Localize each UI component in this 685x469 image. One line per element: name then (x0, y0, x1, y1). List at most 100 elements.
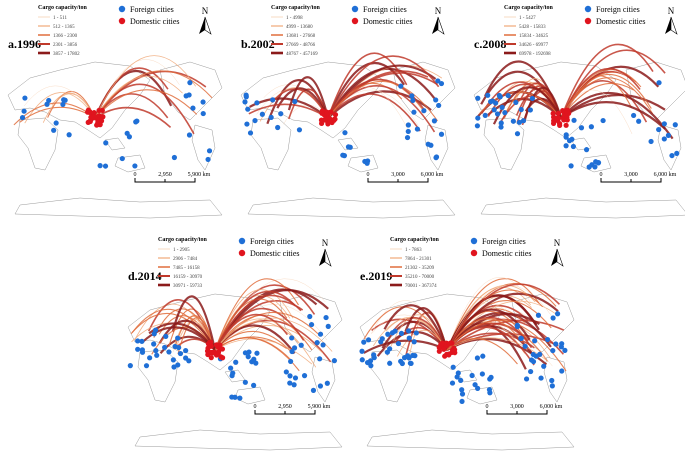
scale-label: 2,950 (278, 404, 292, 410)
domestic-city (95, 119, 101, 125)
foreign-city (66, 132, 72, 138)
foreign-city (291, 382, 297, 388)
scale-label: 6,000 km (421, 172, 444, 178)
foreign-city (253, 360, 259, 366)
legend-domestic-dot (238, 249, 246, 257)
foreign-city (656, 80, 662, 86)
foreign-city (514, 324, 521, 330)
landmass (159, 61, 223, 121)
foreign-city (528, 368, 534, 375)
foreign-city (270, 97, 276, 103)
foreign-city (474, 123, 481, 129)
scale-bar (254, 410, 316, 415)
foreign-city (405, 128, 411, 135)
foreign-city (229, 373, 235, 379)
foreign-city (259, 111, 265, 117)
foreign-city (569, 136, 575, 142)
legend-range: 2906 - 7484 (173, 257, 198, 262)
foreign-city (514, 131, 521, 137)
foreign-city (242, 99, 248, 105)
flow-arc (446, 285, 553, 351)
legend-title: Cargo capacity/ton (504, 5, 553, 11)
landmass (347, 154, 379, 173)
legend-range: 7864 - 21301 (405, 257, 432, 262)
flow-arc (94, 70, 213, 119)
foreign-city (135, 346, 141, 352)
foreign-city (153, 348, 159, 354)
flow-arc (446, 337, 518, 365)
legend-foreign: Foreign cities (130, 5, 174, 14)
foreign-city (436, 102, 442, 109)
foreign-city (323, 314, 329, 321)
foreign-city (166, 349, 172, 355)
foreign-city (245, 354, 251, 360)
legend-domestic: Domestic cities (130, 17, 180, 26)
foreign-city (406, 335, 412, 341)
foreign-city (268, 114, 274, 120)
panel-label: a.1996 (8, 37, 41, 51)
scale-label: 5,900 km (188, 172, 211, 178)
foreign-city (412, 353, 418, 359)
landmass (466, 386, 498, 405)
foreign-city (454, 374, 460, 380)
legend-foreign-dot (238, 237, 246, 245)
landmass (14, 197, 223, 219)
legend-range: 15834 - 34625 (519, 34, 549, 39)
domestic-city (99, 107, 105, 114)
foreign-city (143, 363, 150, 369)
foreign-city (669, 152, 675, 159)
foreign-city (317, 383, 324, 389)
foreign-city (409, 93, 415, 99)
foreign-city (631, 112, 637, 119)
north-label: N (668, 6, 675, 16)
flow-arc (560, 67, 641, 119)
flow-arc (214, 278, 299, 351)
foreign-city (498, 124, 504, 130)
foreign-city (674, 150, 680, 156)
foreign-city (588, 124, 594, 130)
foreign-city (518, 335, 524, 341)
domestic-city (441, 346, 447, 352)
domestic-city (327, 119, 333, 125)
north-label: N (435, 6, 442, 16)
foreign-city (289, 348, 295, 355)
legend-domestic-dot (470, 249, 478, 257)
foreign-city (541, 363, 547, 369)
foreign-city (474, 355, 481, 361)
domestic-city (332, 112, 339, 118)
landmass (543, 356, 568, 403)
foreign-city (147, 355, 153, 361)
flow-arc (94, 55, 197, 119)
foreign-city (563, 134, 569, 140)
landmass (250, 117, 292, 171)
foreign-city (570, 143, 577, 150)
domestic-city (219, 355, 226, 361)
foreign-city (163, 333, 169, 339)
foreign-city (459, 391, 466, 397)
foreign-city (433, 97, 439, 103)
flow-arc (171, 295, 217, 351)
foreign-city (53, 120, 59, 126)
foreign-city (395, 340, 402, 347)
flow-arc (134, 303, 216, 351)
foreign-city (482, 112, 488, 119)
legend-range: 1 - 2905 (173, 248, 190, 253)
map-panel: e.2019 Cargo capacity/ton 1 - 7863 7864 - 2… (359, 237, 575, 451)
foreign-city (291, 345, 298, 351)
foreign-city (389, 330, 396, 336)
foreign-city (472, 382, 478, 388)
foreign-city (553, 341, 559, 347)
foreign-city (533, 353, 539, 359)
legend-range: 13681 - 27668 (286, 34, 316, 39)
foreign-city (486, 387, 493, 393)
legend-foreign: Foreign cities (596, 5, 640, 14)
domestic-city (442, 353, 448, 359)
foreign-city (288, 358, 294, 365)
foreign-city (206, 148, 213, 154)
foreign-city (287, 380, 293, 386)
scale-label: 0 (486, 404, 489, 410)
foreign-city (411, 109, 417, 115)
foreign-city (301, 373, 308, 379)
foreign-city (586, 164, 592, 170)
foreign-city (665, 132, 672, 138)
